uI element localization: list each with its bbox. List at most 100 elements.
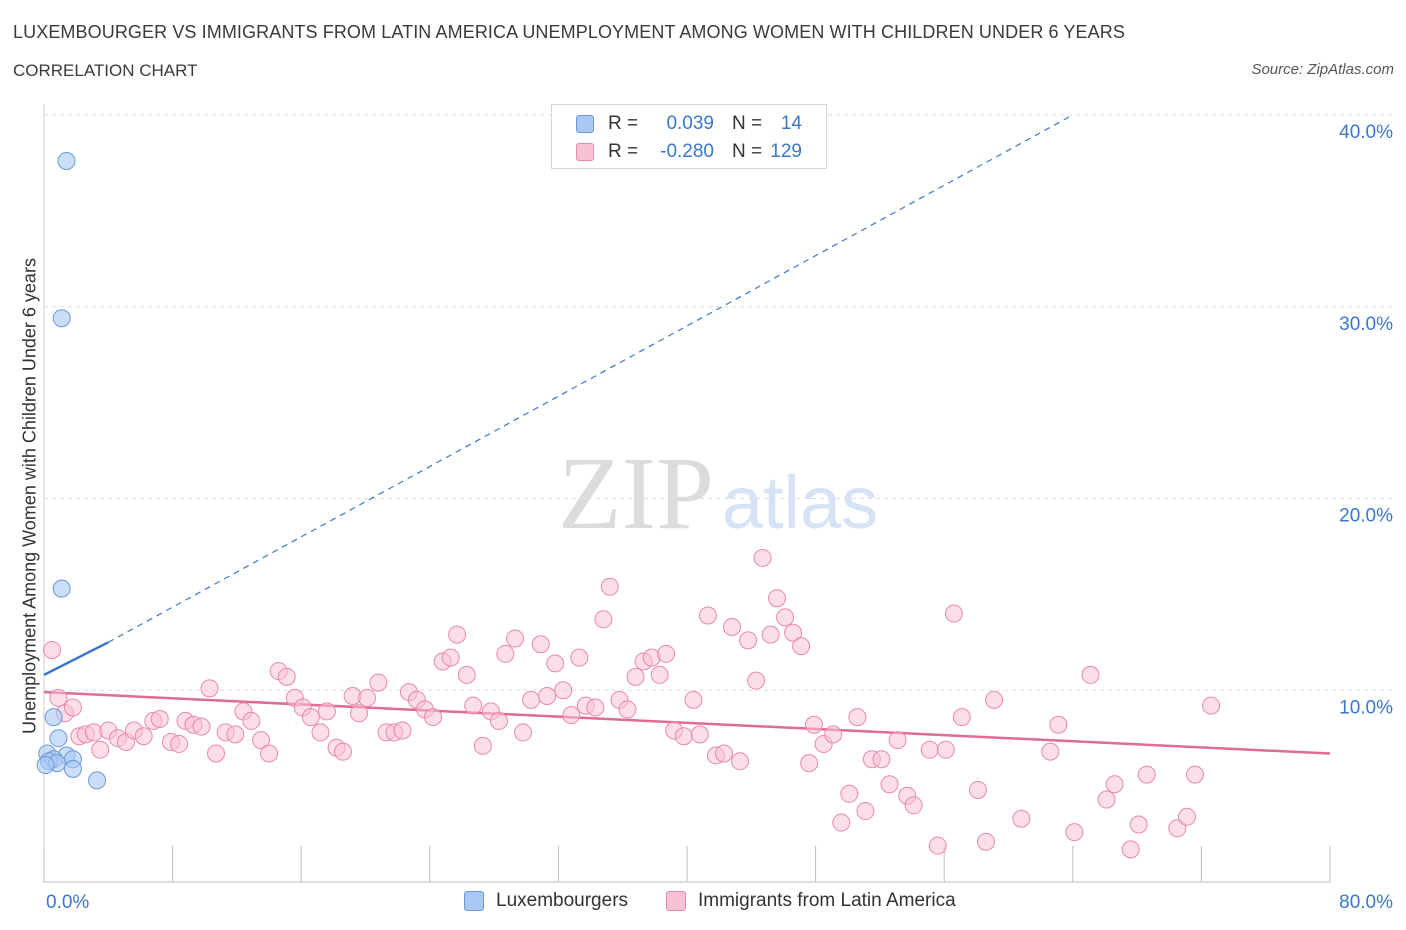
- point-latin-america: [1065, 823, 1084, 842]
- y-tick-label: 30.0%: [1339, 314, 1393, 335]
- point-latin-america: [134, 727, 153, 746]
- point-latin-america: [43, 640, 62, 659]
- point-latin-america: [1012, 809, 1031, 828]
- point-latin-america: [804, 715, 823, 734]
- point-latin-america: [242, 711, 261, 730]
- point-latin-america: [496, 644, 515, 663]
- point-latin-america: [985, 690, 1004, 709]
- source-credit: Source: ZipAtlas.com: [1251, 61, 1394, 78]
- n-value: 129: [770, 141, 802, 162]
- gridlines: [44, 114, 1395, 691]
- legend-label-latin-america: Immigrants from Latin America: [698, 890, 956, 911]
- y-tick-label: 20.0%: [1339, 506, 1393, 527]
- legend-item-luxembourgers[interactable]: Luxembourgers: [464, 890, 628, 912]
- legend-swatch-latin-america: [666, 891, 686, 911]
- chart-subtitle: CORRELATION CHART: [13, 61, 198, 80]
- point-latin-america: [207, 744, 226, 763]
- point-latin-america: [714, 744, 733, 763]
- data-points: [36, 152, 1221, 859]
- x-tick-label: 80.0%: [1339, 892, 1393, 913]
- point-luxembourgers: [52, 309, 71, 328]
- y-axis-label: Unemployment Among Women with Children U…: [19, 258, 40, 734]
- point-latin-america: [586, 698, 605, 717]
- point-latin-america: [1129, 815, 1148, 834]
- point-latin-america: [570, 648, 589, 667]
- point-latin-america: [968, 780, 987, 799]
- point-luxembourgers: [49, 729, 68, 748]
- point-latin-america: [888, 731, 907, 750]
- point-latin-america: [840, 784, 859, 803]
- point-latin-america: [739, 631, 758, 650]
- point-latin-america: [920, 740, 939, 759]
- point-luxembourgers: [36, 756, 55, 775]
- trend-lines: [43, 114, 1331, 755]
- point-latin-america: [674, 727, 693, 746]
- r-label: R =: [608, 113, 639, 134]
- point-latin-america: [761, 625, 780, 644]
- y-tick-label: 40.0%: [1339, 122, 1393, 143]
- point-latin-america: [473, 736, 492, 755]
- point-latin-america: [514, 723, 533, 742]
- point-latin-america: [856, 802, 875, 821]
- n-label: N =: [732, 141, 763, 162]
- point-latin-america: [301, 708, 320, 727]
- legend-swatch-luxembourgers: [464, 891, 484, 911]
- point-latin-america: [350, 704, 369, 723]
- point-luxembourgers: [44, 708, 63, 727]
- trend-line-luxembourgers: [43, 641, 109, 677]
- point-latin-america: [832, 813, 851, 832]
- point-latin-america: [311, 723, 330, 742]
- point-latin-america: [792, 637, 811, 656]
- stats-row-luxembourgers: R = 0.039 N = 14: [576, 112, 802, 136]
- legend-item-latin-america[interactable]: Immigrants from Latin America: [666, 890, 956, 912]
- point-latin-america: [424, 708, 443, 727]
- point-latin-america: [252, 731, 271, 750]
- point-latin-america: [1081, 665, 1100, 684]
- point-luxembourgers: [57, 152, 76, 171]
- point-latin-america: [333, 742, 352, 761]
- point-latin-america: [546, 654, 565, 673]
- stats-legend: R = 0.039 N = 14 R = -0.280 N = 129: [551, 104, 827, 169]
- n-value: 14: [780, 113, 802, 134]
- point-latin-america: [1097, 790, 1116, 809]
- point-latin-america: [753, 548, 772, 567]
- trend-line-latin-america: [43, 690, 1331, 755]
- point-latin-america: [1041, 742, 1060, 761]
- point-latin-america: [393, 721, 412, 740]
- point-latin-america: [657, 644, 676, 663]
- point-latin-america: [936, 740, 955, 759]
- trend-line-luxembourgers-extended: [108, 114, 1074, 643]
- tick-labels: 10.0% 20.0% 30.0% 40.0% 0.0% 80.0%: [46, 122, 1393, 913]
- point-latin-america: [618, 700, 637, 719]
- point-latin-america: [944, 604, 963, 623]
- point-latin-america: [1168, 819, 1187, 838]
- swatch-luxembourgers: [576, 115, 594, 133]
- point-latin-america: [872, 750, 891, 769]
- point-latin-america: [824, 725, 843, 744]
- point-latin-america: [626, 667, 645, 686]
- watermark: ZIP atlas: [558, 436, 878, 551]
- chart-title: LUXEMBOURGER VS IMMIGRANTS FROM LATIN AM…: [13, 22, 1125, 42]
- point-latin-america: [49, 688, 68, 707]
- point-latin-america: [1049, 715, 1068, 734]
- point-latin-america: [731, 752, 750, 771]
- point-latin-america: [260, 744, 279, 763]
- point-latin-america: [91, 740, 110, 759]
- point-latin-america: [192, 717, 211, 736]
- point-latin-america: [358, 688, 377, 707]
- point-latin-america: [505, 629, 524, 648]
- y-tick-label: 10.0%: [1339, 697, 1393, 718]
- point-latin-america: [1121, 840, 1140, 859]
- point-latin-america: [600, 577, 619, 596]
- point-latin-america: [538, 687, 557, 706]
- point-latin-america: [170, 734, 189, 753]
- point-latin-america: [522, 690, 541, 709]
- series-legend: Luxembourgers Immigrants from Latin Amer…: [0, 890, 1406, 916]
- point-latin-america: [441, 648, 460, 667]
- point-latin-america: [594, 610, 613, 629]
- point-luxembourgers: [88, 771, 107, 790]
- point-latin-america: [464, 696, 483, 715]
- point-latin-america: [976, 832, 995, 851]
- point-latin-america: [768, 589, 787, 608]
- stats-row-latin-america: R = -0.280 N = 129: [576, 140, 802, 164]
